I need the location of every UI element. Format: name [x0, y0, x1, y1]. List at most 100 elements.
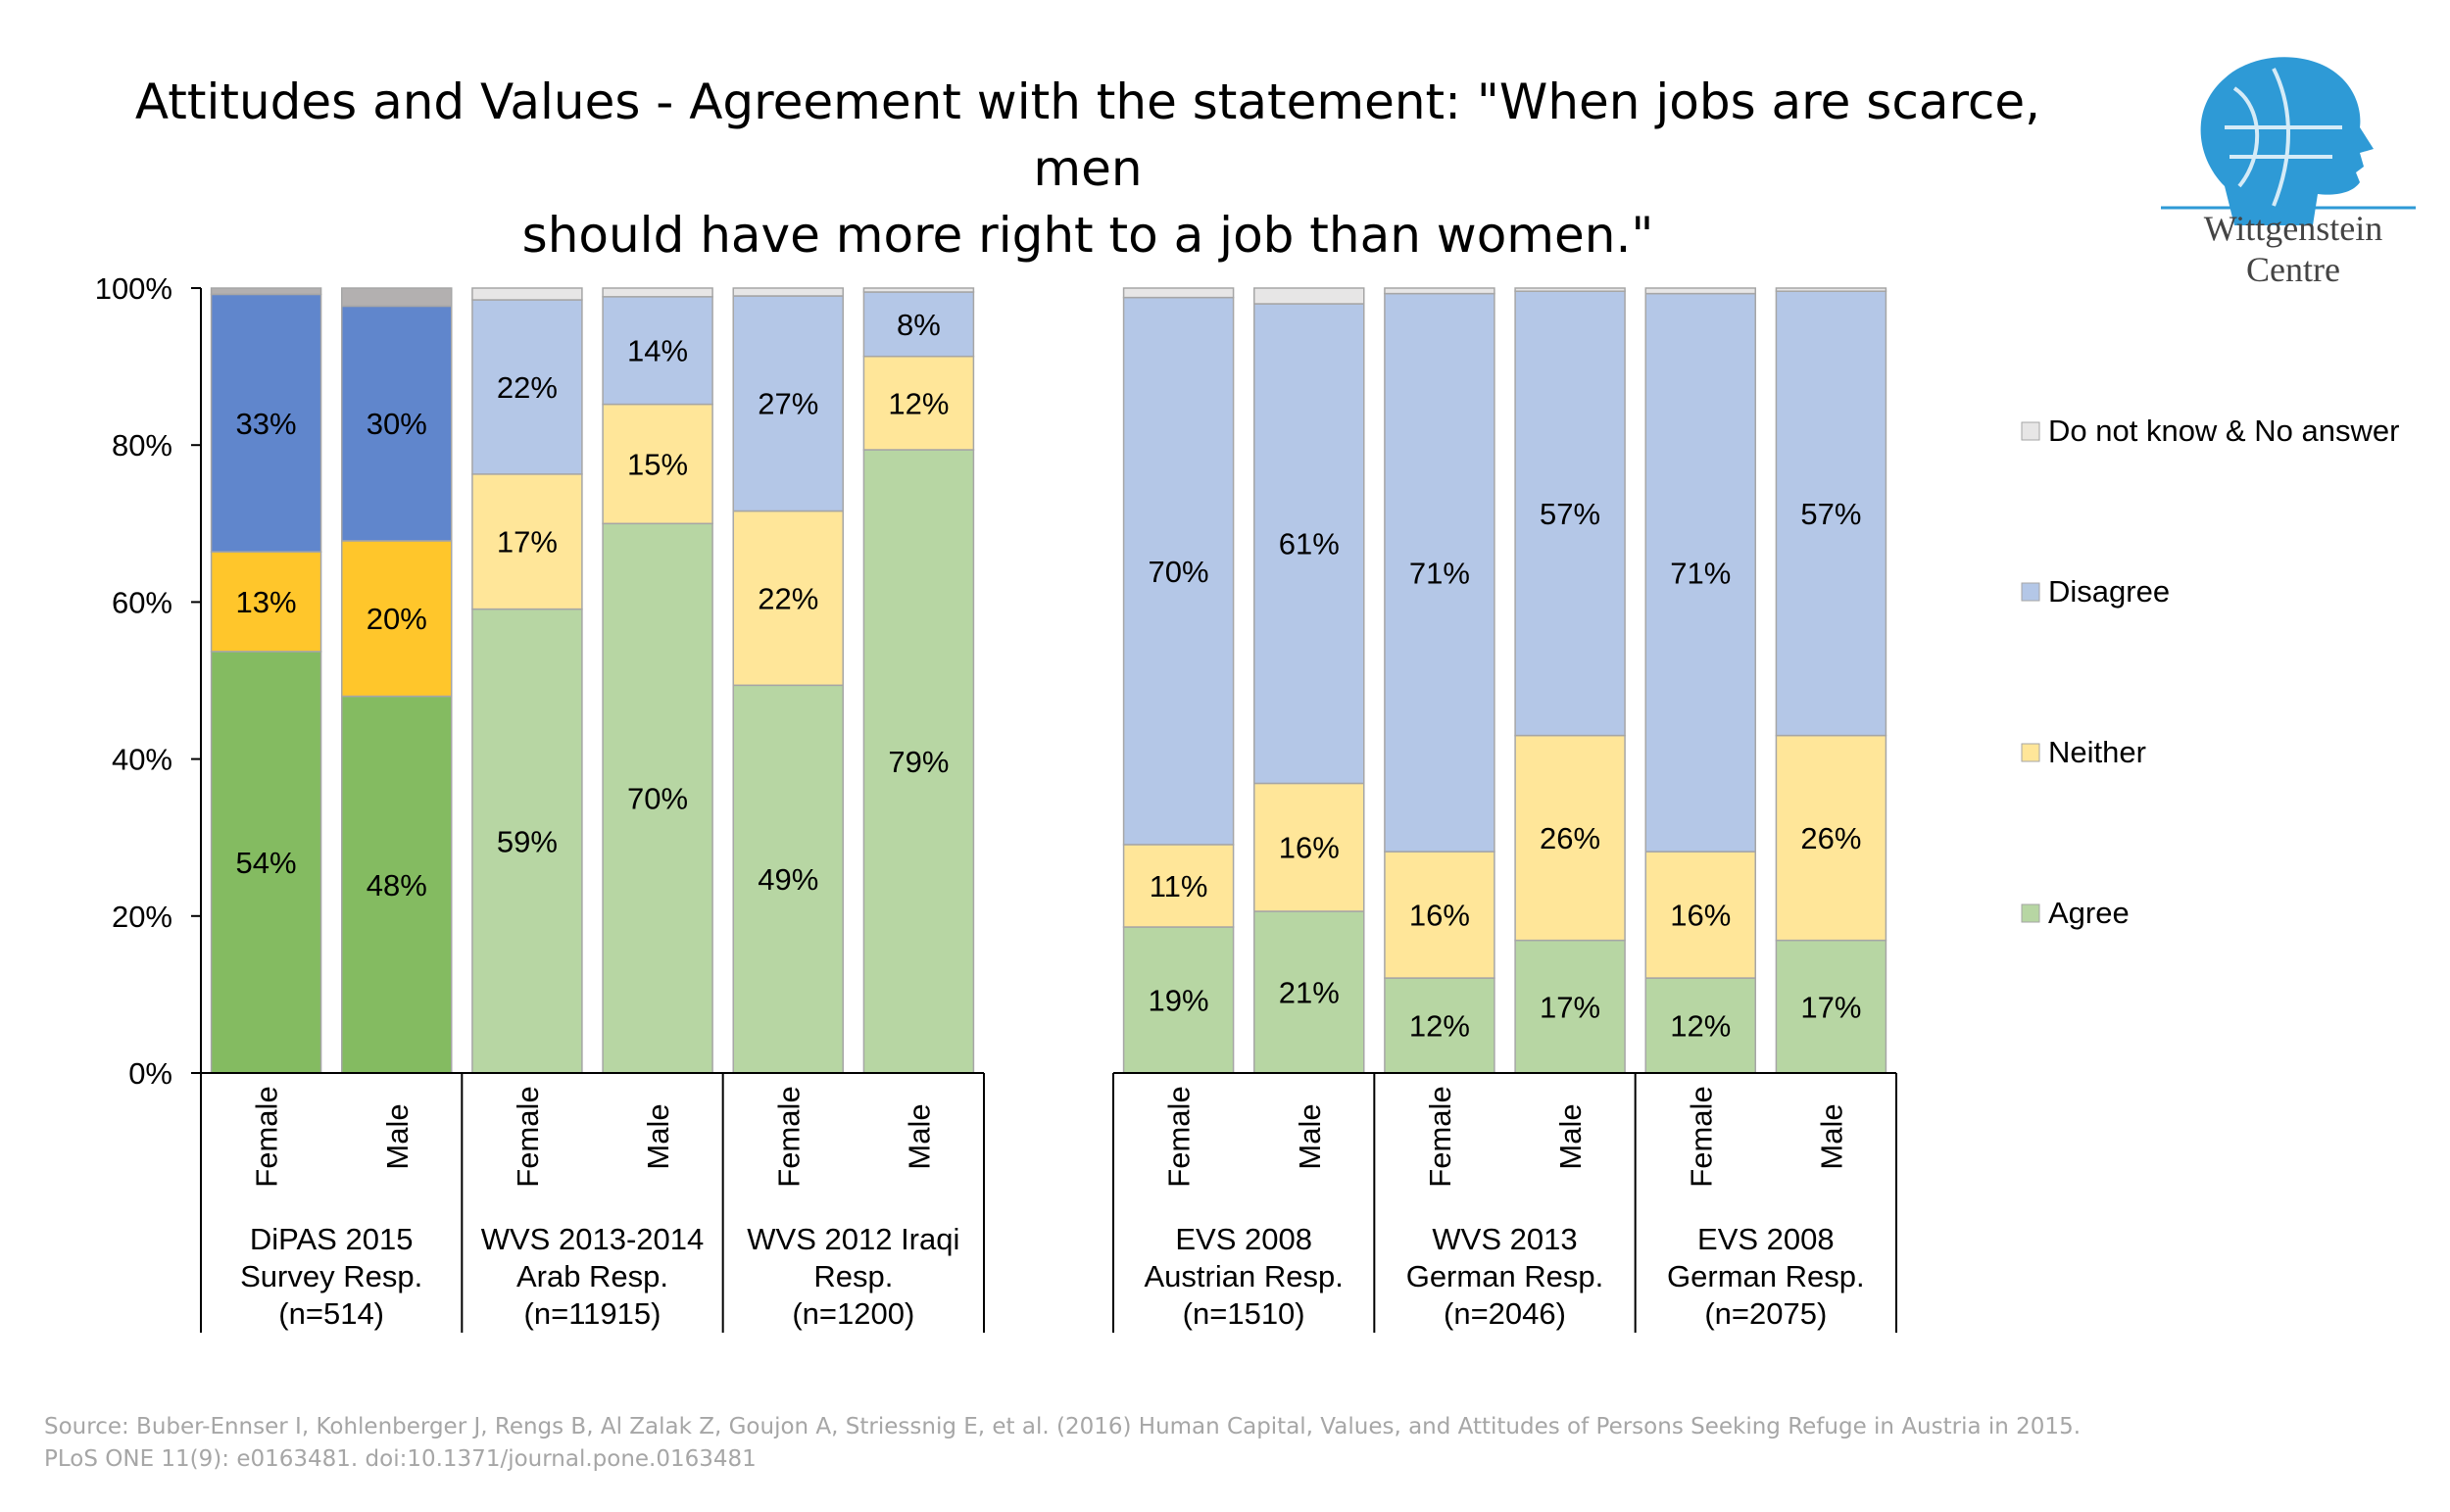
category-label: Male [1553, 1103, 1588, 1169]
category-label: Male [1293, 1103, 1327, 1169]
data-label: 19% [1149, 984, 1209, 1018]
category-label: Female [1423, 1086, 1457, 1187]
bar-segment-do-not-know-no-answer [1644, 287, 1756, 295]
data-label: 30% [367, 407, 427, 441]
data-label: 12% [888, 386, 949, 420]
data-label: 16% [1409, 899, 1470, 933]
bar-segment-do-not-know-no-answer [862, 287, 975, 293]
bar-segment-do-not-know-no-answer [1775, 287, 1887, 292]
bar-segment-neither [602, 403, 713, 525]
bar-segment-disagree [862, 291, 975, 358]
bar-segment-neither [1384, 851, 1495, 979]
wittgenstein-centre-logo [2161, 57, 2416, 226]
chart-title-line-1: Attitudes and Values - Agreement with th… [134, 73, 2041, 197]
data-label: 26% [1540, 821, 1600, 855]
data-label: 22% [497, 370, 558, 405]
bar-segment-disagree [1775, 290, 1887, 737]
bar-segment-disagree [210, 293, 322, 553]
bar-segment-agree [732, 684, 844, 1074]
data-label: 70% [1149, 555, 1209, 589]
category-label: Female [1162, 1086, 1197, 1187]
source-line-2: PLoS ONE 11(9): e0163481. doi:10.1371/jo… [44, 1446, 757, 1472]
bar-segment-neither [341, 540, 453, 698]
data-label: 14% [627, 334, 688, 368]
data-label: 33% [236, 407, 297, 441]
bar-segment-do-not-know-no-answer [1122, 287, 1235, 299]
data-label: 59% [497, 824, 558, 858]
legend-label: Agree [2048, 896, 2130, 930]
bars [210, 287, 1887, 1074]
group-label: DiPAS 2015 [250, 1222, 414, 1256]
logo-text: Wittgenstein Centre [2203, 209, 2383, 289]
bar-segment-disagree [471, 299, 583, 475]
bar-segment-agree [1644, 977, 1756, 1074]
bar-segment-disagree [1253, 303, 1365, 785]
bar-segment-disagree [1384, 292, 1495, 853]
bar-segment-agree [471, 608, 583, 1074]
bar-segment-do-not-know-no-answer [341, 287, 453, 308]
legend-swatch [2021, 421, 2040, 441]
group-label: German Resp. [1406, 1259, 1604, 1293]
data-label: 17% [1540, 990, 1600, 1024]
y-tick-label: 0% [128, 1056, 172, 1091]
source-line-1: Source: Buber-Ennser I, Kohlenberger J, … [44, 1414, 2082, 1439]
bar-segment-do-not-know-no-answer [1384, 287, 1495, 295]
bar-segment-disagree [732, 295, 844, 512]
data-label: 71% [1409, 556, 1470, 590]
data-label: 13% [236, 585, 297, 619]
data-label: 70% [627, 782, 688, 816]
data-label: 22% [758, 581, 818, 615]
bar-segment-neither [1775, 734, 1887, 942]
stacked-bar-chart: 0% 20% 40% 60% 80% 100% 54% 13% 33% 48% 20% 30% 59%… [95, 271, 2399, 1333]
data-label: 16% [1670, 899, 1731, 933]
bar-segment-do-not-know-no-answer [471, 287, 583, 301]
bar-segment-neither [1644, 851, 1756, 979]
chart-title-line-2: should have more right to a job than wom… [521, 207, 1654, 264]
bar-segment-do-not-know-no-answer [602, 287, 713, 298]
logo-globe-lines [2225, 68, 2342, 207]
category-label: Female [771, 1086, 806, 1187]
bar-segment-neither [1253, 782, 1365, 912]
legend: Do not know & No answer Disagree Neither Ag… [2021, 414, 2399, 930]
y-tick-label: 60% [112, 585, 172, 619]
bar-segment-agree [1253, 910, 1365, 1074]
data-label: 57% [1540, 497, 1600, 531]
data-label: 79% [888, 745, 949, 779]
y-axis: 0% 20% 40% 60% 80% 100% [95, 271, 202, 1091]
bar-segment-do-not-know-no-answer [210, 287, 322, 296]
data-label: 20% [367, 602, 427, 636]
bar-segment-disagree [341, 305, 453, 542]
bar-segment-neither [210, 551, 322, 653]
data-label: 49% [758, 862, 818, 897]
bar-segment-agree [1122, 926, 1235, 1074]
bar-segment-disagree [1122, 296, 1235, 846]
data-label: 71% [1670, 556, 1731, 590]
chart-title: Attitudes and Values - Agreement with th… [98, 69, 2078, 268]
y-tick-label: 80% [112, 428, 172, 463]
group-label: EVS 2008 [1175, 1222, 1312, 1256]
data-label: 57% [1800, 497, 1861, 531]
group-label: (n=2046) [1444, 1296, 1566, 1331]
data-label: 16% [1279, 831, 1340, 865]
data-label: 17% [1800, 990, 1861, 1024]
data-label: 27% [758, 387, 818, 421]
data-label: 8% [897, 308, 941, 342]
group-label: Arab Resp. [516, 1259, 668, 1293]
data-label: 21% [1279, 975, 1340, 1009]
data-label: 17% [497, 525, 558, 560]
data-label: 61% [1279, 527, 1340, 561]
category-label: Male [380, 1103, 415, 1169]
category-label: Male [902, 1103, 936, 1169]
bar-segment-neither [1514, 734, 1626, 942]
data-label: 54% [236, 846, 297, 880]
category-label: Female [511, 1086, 545, 1187]
data-label: 26% [1800, 821, 1861, 855]
bar-segment-do-not-know-no-answer [732, 287, 844, 297]
group-label: WVS 2012 Iraqi [747, 1222, 959, 1256]
legend-swatch [2021, 903, 2040, 923]
group-label: WVS 2013-2014 [481, 1222, 704, 1256]
bar-segment-neither [1122, 844, 1235, 928]
y-tick-label: 100% [95, 271, 172, 306]
legend-label: Neither [2048, 735, 2146, 769]
